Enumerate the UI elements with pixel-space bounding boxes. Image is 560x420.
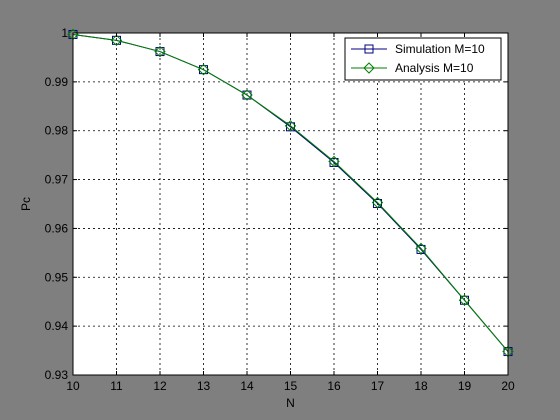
y-tick-label: 0.93 (45, 368, 69, 382)
series-layer (67, 28, 514, 358)
data-point (241, 89, 253, 101)
data-point (154, 45, 166, 58)
y-tick-label: 0.96 (45, 221, 69, 235)
data-point (458, 294, 471, 306)
data-point (197, 63, 210, 76)
data-point (155, 47, 165, 57)
x-tick-label: 16 (327, 379, 341, 393)
x-tick-label: 18 (414, 379, 428, 393)
x-tick-label: 19 (458, 379, 472, 393)
y-tick-label: 1 (61, 26, 68, 40)
x-tick-label: 14 (240, 379, 254, 393)
y-tick-label: 0.98 (45, 124, 69, 138)
x-tick-label: 17 (371, 379, 385, 393)
data-point (460, 295, 469, 305)
x-tick-label: 11 (110, 379, 123, 393)
x-tick-label: 15 (284, 379, 298, 393)
x-tick-label: 13 (197, 379, 211, 393)
y-tick-label: 0.95 (45, 270, 69, 284)
legend-label: Analysis M=10 (395, 61, 474, 75)
series-line (72, 33, 509, 352)
legend: Simulation M=10 Analysis M=10 (344, 37, 502, 81)
y-tick-label: 0.99 (45, 75, 69, 89)
x-tick-label: 10 (66, 379, 80, 393)
x-tick-label: 12 (153, 379, 167, 393)
series-diamond (67, 28, 514, 358)
data-point (284, 120, 297, 132)
legend-item: Analysis M=10 (351, 61, 474, 75)
data-point (371, 196, 384, 209)
ticks: 10 11 12 13 14 15 16 17 18 19 20 0.93 0.94 0.95 0.96 0.… (45, 26, 515, 393)
y-tick-label: 0.97 (45, 173, 69, 187)
data-point (328, 155, 340, 168)
data-point (199, 65, 208, 75)
legend-item: Simulation M=10 (351, 42, 485, 56)
data-point (415, 242, 427, 255)
y-tick-label: 0.94 (45, 319, 69, 333)
x-tick-label: 20 (501, 379, 515, 393)
x-axis-label: N (286, 396, 295, 410)
data-point (242, 90, 252, 100)
data-point (110, 34, 123, 47)
legend-marker (364, 44, 374, 54)
plot-area: 10 11 12 13 14 15 16 17 18 19 20 0.93 0.94 0.95 0.96 0.… (45, 26, 515, 393)
legend-marker (363, 62, 375, 74)
legend-label: Simulation M=10 (395, 42, 485, 56)
y-axis-label: Pc (19, 197, 33, 211)
